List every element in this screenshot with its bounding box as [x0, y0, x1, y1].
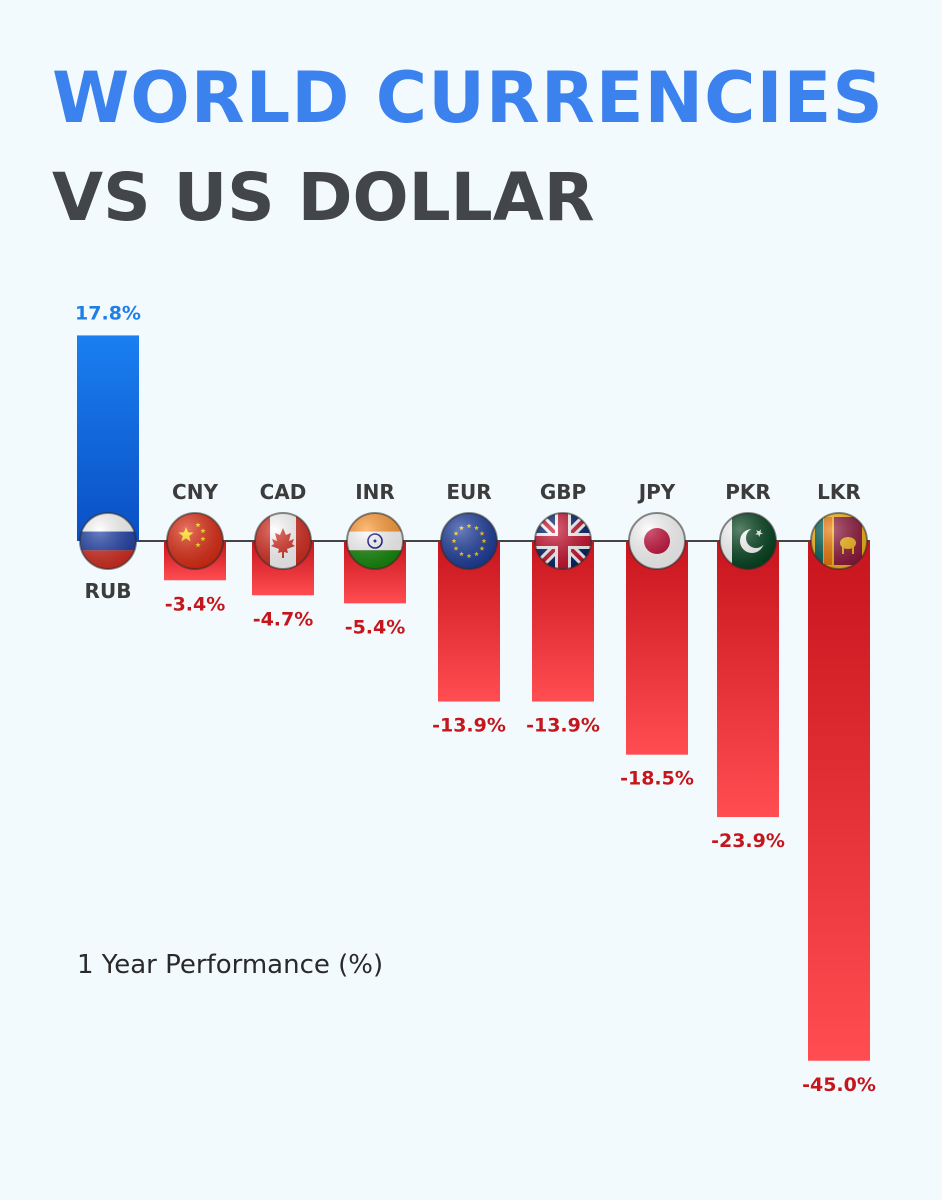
chart-title: WORLD CURRENCIES: [52, 57, 884, 139]
eu-flag-icon: [440, 512, 498, 570]
category-label-rub: RUB: [85, 579, 132, 603]
category-label-pkr: PKR: [725, 480, 771, 504]
uk-flag-icon: [534, 512, 592, 570]
bar-jpy: [626, 541, 688, 755]
category-label-eur: EUR: [446, 480, 491, 504]
category-label-jpy: JPY: [637, 480, 676, 504]
value-label-pkr: -23.9%: [711, 830, 785, 852]
japan-flag-icon: [628, 512, 686, 570]
sri-lanka-flag-icon: [810, 512, 868, 570]
category-label-lkr: LKR: [817, 480, 861, 504]
category-label-cny: CNY: [172, 480, 218, 504]
bar-lkr: [808, 541, 870, 1061]
category-label-gbp: GBP: [540, 480, 586, 504]
bar-rub: [77, 335, 139, 541]
chart-subtitle: VS US DOLLAR: [52, 159, 595, 236]
value-label-cad: -4.7%: [253, 608, 314, 630]
china-flag-icon: [166, 512, 224, 570]
value-label-jpy: -18.5%: [620, 768, 694, 790]
value-label-cny: -3.4%: [165, 593, 226, 615]
pakistan-flag-icon: [719, 512, 777, 570]
value-label-lkr: -45.0%: [802, 1074, 876, 1096]
category-label-inr: INR: [355, 480, 395, 504]
canada-flag-icon: [254, 512, 312, 570]
value-label-eur: -13.9%: [432, 715, 506, 737]
russia-flag-icon: [79, 512, 137, 570]
category-label-cad: CAD: [260, 480, 307, 504]
india-flag-icon: [346, 512, 404, 570]
bar-pkr: [717, 541, 779, 818]
value-label-inr: -5.4%: [345, 616, 406, 638]
axis-caption: 1 Year Performance (%): [77, 950, 384, 980]
value-label-rub: 17.8%: [75, 302, 141, 324]
value-label-gbp: -13.9%: [526, 715, 600, 737]
